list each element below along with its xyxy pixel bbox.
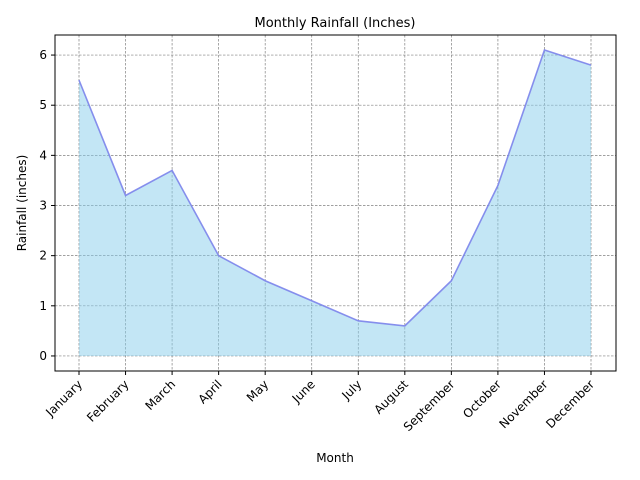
x-tick-label: March <box>142 377 178 413</box>
x-tick-label: July <box>339 377 365 403</box>
x-tick-label: December <box>543 377 597 431</box>
x-tick-label: February <box>84 377 132 425</box>
y-tick-label: 1 <box>39 299 47 313</box>
y-tick-label: 5 <box>39 98 47 112</box>
x-tick-label: May <box>244 377 271 404</box>
y-tick-label: 6 <box>39 48 47 62</box>
plot-frame <box>54 34 617 372</box>
x-tick-label: November <box>497 377 551 431</box>
chart-title: Monthly Rainfall (Inches) <box>254 16 415 31</box>
y-axis-label: Rainfall (inches) <box>15 155 29 252</box>
rainfall-line <box>78 49 592 327</box>
y-tick-label: 2 <box>39 249 47 263</box>
x-tick-label: April <box>195 377 224 406</box>
y-tick-label: 3 <box>39 199 47 213</box>
rainfall-area <box>79 50 591 356</box>
y-tick-label: 0 <box>39 349 47 363</box>
x-tick-label: August <box>371 377 411 417</box>
x-tick-label: January <box>42 377 85 420</box>
x-axis-label: Month <box>316 451 354 465</box>
x-tick-label: June <box>289 377 318 406</box>
y-tick-label: 4 <box>39 148 47 162</box>
x-tick-label: October <box>460 377 504 421</box>
